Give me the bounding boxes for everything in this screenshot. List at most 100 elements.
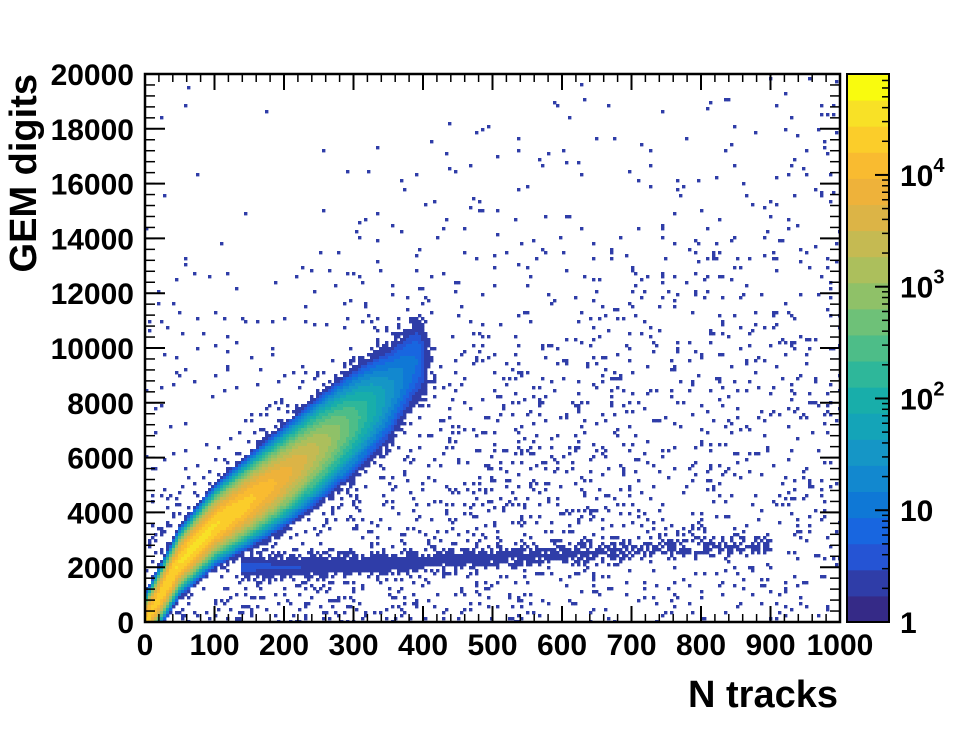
heatmap-cell (460, 587, 464, 591)
heatmap-cell (352, 434, 356, 438)
heatmap-cell (163, 575, 167, 579)
heatmap-cell (334, 461, 338, 465)
heatmap-cell (316, 506, 320, 510)
heatmap-cell (412, 350, 416, 354)
heatmap-cell (328, 617, 332, 621)
heatmap-cell (259, 554, 263, 558)
heatmap-cell (205, 494, 209, 498)
heatmap-cell (478, 482, 482, 486)
heatmap-cell (343, 557, 347, 561)
heatmap-cell (280, 515, 284, 519)
heatmap-cell (415, 344, 419, 348)
heatmap-cell (250, 467, 254, 471)
heatmap-cell (346, 410, 350, 414)
heatmap-cell (310, 566, 314, 570)
heatmap-cell (295, 467, 299, 471)
heatmap-cell (241, 572, 245, 576)
heatmap-cell (454, 290, 458, 294)
heatmap-cell (268, 467, 272, 471)
heatmap-cell (271, 500, 275, 504)
heatmap-cell (169, 605, 173, 609)
heatmap-cell (385, 359, 389, 363)
heatmap-cell (163, 578, 167, 582)
heatmap-cell (238, 431, 242, 435)
heatmap-cell (259, 428, 263, 432)
heatmap-cell (277, 503, 281, 507)
heatmap-cell (553, 557, 557, 561)
heatmap-cell (439, 428, 443, 432)
heatmap-cell (577, 563, 581, 567)
heatmap-cell (589, 551, 593, 555)
heatmap-cell (511, 551, 515, 555)
heatmap-cell (349, 446, 353, 450)
heatmap-cell (361, 587, 365, 591)
heatmap-cell (346, 518, 350, 522)
heatmap-cell (613, 137, 617, 141)
heatmap-cell (448, 437, 452, 441)
heatmap-cell (286, 422, 290, 426)
heatmap-cell (568, 548, 572, 552)
heatmap-cell (595, 551, 599, 555)
heatmap-cell (463, 551, 467, 555)
heatmap-cell (562, 545, 566, 549)
heatmap-cell (367, 374, 371, 378)
heatmap-cell (286, 563, 290, 567)
heatmap-cell (265, 110, 269, 114)
heatmap-cell (337, 488, 341, 492)
heatmap-cell (229, 485, 233, 489)
heatmap-cell (472, 332, 476, 336)
heatmap-cell (418, 434, 422, 438)
heatmap-cell (427, 380, 431, 384)
heatmap-cell (355, 395, 359, 399)
heatmap-cell (412, 356, 416, 360)
heatmap-cell (253, 536, 257, 540)
heatmap-cell (226, 551, 230, 555)
heatmap-cell (304, 617, 308, 621)
heatmap-cell (553, 539, 557, 543)
heatmap-cell (577, 446, 581, 450)
heatmap-cell (304, 512, 308, 516)
heatmap-cell (346, 491, 350, 495)
heatmap-cell (325, 518, 329, 522)
heatmap-cell (310, 476, 314, 480)
heatmap-cell (370, 419, 374, 423)
heatmap-cell (283, 572, 287, 576)
heatmap-cell (469, 506, 473, 510)
heatmap-cell (514, 218, 518, 222)
heatmap-cell (313, 587, 317, 591)
heatmap-cell (304, 320, 308, 324)
heatmap-cell (334, 422, 338, 426)
heatmap-cell (364, 455, 368, 459)
heatmap-cell (274, 491, 278, 495)
heatmap-cell (268, 404, 272, 408)
heatmap-cell (244, 575, 248, 579)
heatmap-cell (217, 545, 221, 549)
heatmap-cell (271, 563, 275, 567)
heatmap-cell (532, 557, 536, 561)
heatmap-cell (325, 446, 329, 450)
heatmap-cell (241, 557, 245, 561)
heatmap-cell (295, 422, 299, 426)
heatmap-cell (388, 413, 392, 417)
heatmap-cell (406, 368, 410, 372)
heatmap-cell (379, 464, 383, 468)
heatmap-cell (256, 506, 260, 510)
heatmap-cell (256, 449, 260, 453)
heatmap-cell (154, 407, 158, 411)
heatmap-cell (226, 272, 230, 276)
heatmap-cell (193, 563, 197, 567)
heatmap-cell (418, 515, 422, 519)
heatmap-cell (298, 503, 302, 507)
heatmap-cell (610, 395, 614, 399)
heatmap-cell (274, 563, 278, 567)
heatmap-cell (178, 584, 182, 588)
heatmap-cell (388, 437, 392, 441)
heatmap-cell (517, 503, 521, 507)
heatmap-cell (532, 554, 536, 558)
heatmap-cell (262, 527, 266, 531)
heatmap-cell (346, 371, 350, 375)
heatmap-cell (367, 569, 371, 573)
heatmap-cell (304, 473, 308, 477)
heatmap-cell (250, 560, 254, 564)
heatmap-cell (283, 422, 287, 426)
